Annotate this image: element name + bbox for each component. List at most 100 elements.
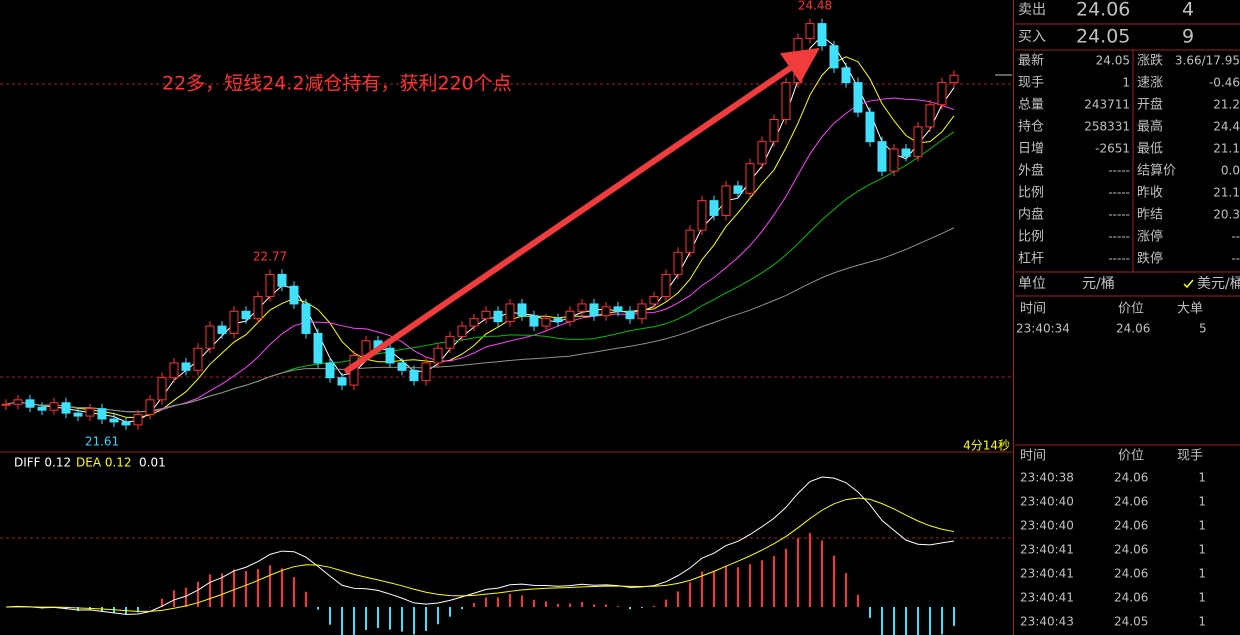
candle xyxy=(253,296,263,320)
candle xyxy=(637,303,647,320)
check xyxy=(1183,279,1194,289)
candle xyxy=(409,369,419,382)
tick-time: 23:40:40 xyxy=(1020,495,1074,509)
candle xyxy=(73,412,83,417)
stat-value: 21.2 xyxy=(1213,98,1240,112)
candle xyxy=(757,141,767,165)
stat-value: 24.4 xyxy=(1213,120,1240,134)
candle xyxy=(601,306,611,317)
stat-value: 3.66/17.95 xyxy=(1175,54,1240,68)
tick-volume: 1 xyxy=(1198,543,1206,557)
candle xyxy=(565,310,575,323)
stat-label: 总量 xyxy=(1018,98,1044,113)
stat-value: 258331 xyxy=(1084,120,1130,134)
candle xyxy=(193,347,203,371)
stat-value: ----- xyxy=(1108,252,1130,266)
candle xyxy=(97,408,107,420)
stat-value: ----- xyxy=(1108,208,1130,222)
candle xyxy=(697,200,707,231)
quote-price: 24.05 xyxy=(1076,26,1130,48)
candle xyxy=(817,23,827,47)
stat-value: 243711 xyxy=(1084,98,1130,112)
moving-average xyxy=(5,131,955,413)
tick-volume: 1 xyxy=(1198,615,1206,629)
tick-price: 24.06 xyxy=(1114,519,1148,533)
tick-price: 24.06 xyxy=(1114,495,1148,509)
dea-line xyxy=(5,497,955,612)
stat-label: 内盘 xyxy=(1018,207,1044,223)
stat-value: ----- xyxy=(1108,164,1130,178)
stat-label: 最低 xyxy=(1137,142,1163,157)
stat-label: 持仓 xyxy=(1018,120,1044,135)
candle xyxy=(853,82,863,113)
candle xyxy=(709,200,719,216)
annotation: 22多，短线24.2减仓持有，获利220个点 xyxy=(162,73,512,95)
candle xyxy=(769,119,779,143)
stat-label: 杠杆 xyxy=(1018,251,1044,267)
candle xyxy=(421,362,431,382)
candle xyxy=(553,318,563,323)
stat-value: 21.1 xyxy=(1213,142,1240,156)
candle xyxy=(577,303,587,312)
stat-label: 现手 xyxy=(1018,76,1044,91)
high-label: 24.48 xyxy=(798,0,832,13)
stat-label: 比例 xyxy=(1018,230,1044,245)
candle xyxy=(277,273,287,287)
stat-label: 结算价 xyxy=(1137,164,1176,179)
stat-label: 速涨 xyxy=(1137,76,1163,91)
candle xyxy=(889,148,899,172)
candle xyxy=(433,347,443,364)
candle xyxy=(745,163,755,194)
candle xyxy=(13,399,23,405)
tick-time: 23:40:43 xyxy=(1020,615,1074,629)
tick-price: 24.06 xyxy=(1114,567,1148,581)
candle xyxy=(877,141,887,172)
stat-value: 21.1 xyxy=(1213,186,1240,200)
tick-price: 24.06 xyxy=(1114,471,1148,485)
candle xyxy=(457,325,467,337)
stat-label: 最高 xyxy=(1137,119,1163,135)
stat-value: -2651 xyxy=(1095,142,1130,156)
candle xyxy=(133,414,143,426)
candle xyxy=(49,402,59,411)
candle xyxy=(613,306,623,312)
timer: 4分14秒 xyxy=(963,439,1010,453)
candle xyxy=(121,421,131,426)
candle xyxy=(901,148,911,157)
candle xyxy=(673,251,683,275)
candle xyxy=(625,310,635,320)
candle xyxy=(541,318,551,327)
stat-label: 日增 xyxy=(1018,142,1044,157)
tick-time: 23:40:41 xyxy=(1020,567,1074,581)
candle xyxy=(205,325,215,349)
candle xyxy=(529,315,539,327)
candle xyxy=(685,229,695,253)
arrow xyxy=(343,47,820,375)
candle xyxy=(469,318,479,327)
candle xyxy=(37,406,47,411)
macd-label: 0.01 xyxy=(139,456,166,470)
candle xyxy=(865,111,875,143)
stat-label: 涨跌 xyxy=(1137,53,1163,69)
table-header: 时间 xyxy=(1020,449,1046,464)
candle xyxy=(169,362,179,379)
candle xyxy=(145,399,155,416)
candle xyxy=(385,347,395,364)
low-label: 21.61 xyxy=(85,435,119,449)
tick-price: 24.05 xyxy=(1114,615,1148,629)
tick-volume: 1 xyxy=(1198,567,1206,581)
candle xyxy=(925,104,935,128)
candle xyxy=(781,82,791,121)
quote-label: 卖出 xyxy=(1018,2,1046,18)
candle xyxy=(313,332,323,364)
high-label: 22.77 xyxy=(253,250,287,264)
candle xyxy=(61,402,71,414)
stat-label: 跌停 xyxy=(1137,251,1163,267)
table-header: 价位 xyxy=(1118,449,1144,464)
quote-panel: 卖出 24.06 4 买入 24.05 9 最新 24.05 涨跌 3.66/17.95 现手 1 速涨… xyxy=(1015,0,1240,629)
table-header: 时间 xyxy=(1020,302,1046,317)
candle xyxy=(949,74,959,84)
stat-label: 昨收 xyxy=(1137,186,1163,201)
candle xyxy=(217,325,227,334)
